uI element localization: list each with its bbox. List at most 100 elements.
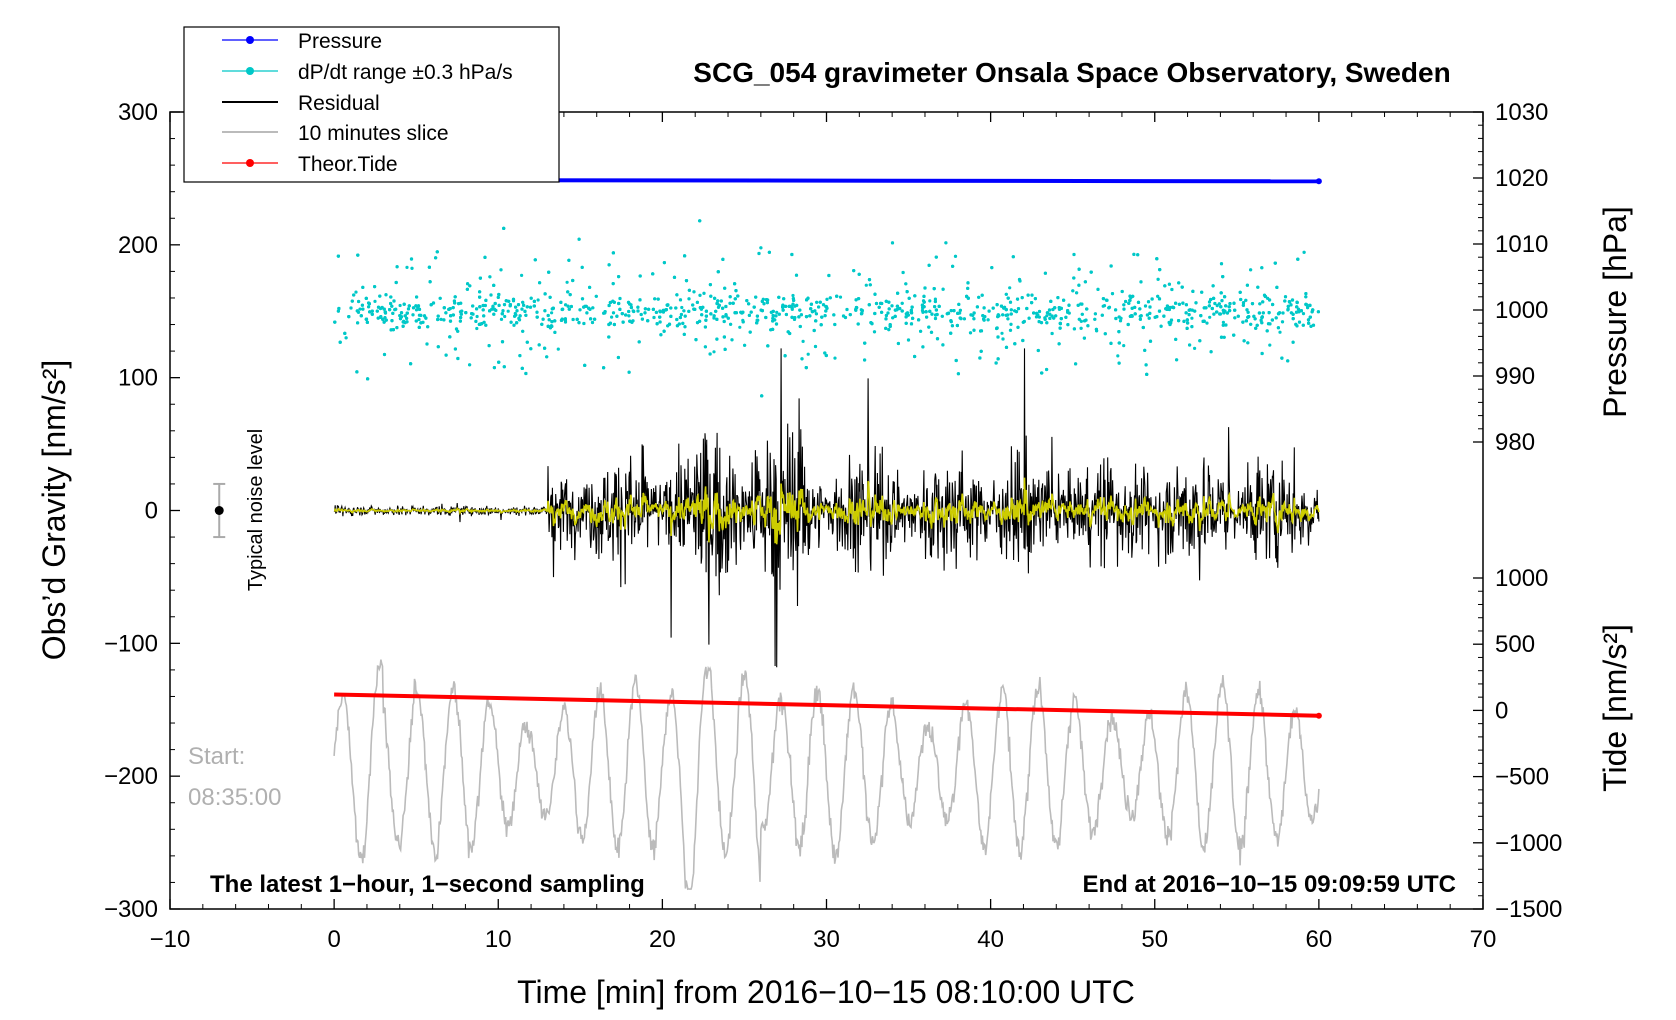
dpdt-point [687, 309, 691, 313]
dpdt-point [603, 311, 607, 315]
dpdt-point [516, 303, 521, 307]
dpdt-point [1316, 310, 1320, 314]
dpdt-point [1036, 348, 1040, 353]
dpdt-point [1138, 317, 1142, 321]
annotation-start-time: 08:35:00 [188, 784, 281, 811]
dpdt-point [996, 357, 1000, 361]
pressure-end-point [1315, 178, 1322, 185]
dpdt-point [932, 287, 936, 291]
dpdt-point [872, 330, 877, 334]
dpdt-point [1026, 293, 1030, 297]
dpdt-point [1027, 316, 1031, 320]
dpdt-point [453, 295, 457, 299]
dpdt-point [483, 255, 487, 259]
chart-title: SCG_054 gravimeter Onsala Space Observat… [693, 57, 1450, 88]
dpdt-point [1199, 314, 1203, 318]
dpdt-point [1177, 319, 1181, 323]
dpdt-point [693, 307, 697, 311]
legend-label-pressure: Pressure [298, 30, 382, 53]
dpdt-point [1242, 339, 1246, 343]
dpdt-point [618, 307, 622, 311]
dpdt-point [721, 315, 725, 319]
dpdt-point [672, 275, 677, 279]
tide-line [334, 692, 1319, 718]
dpdt-point [1130, 306, 1134, 310]
dpdt-point [1291, 317, 1295, 321]
dpdt-point [716, 270, 720, 274]
dpdt-point [896, 291, 900, 295]
dpdt-point [1268, 343, 1272, 347]
legend-swatch-dot [246, 67, 254, 75]
dpdt-point [1249, 322, 1253, 326]
dpdt-point [1280, 356, 1284, 360]
dpdt-point [972, 311, 976, 315]
dpdt-point [535, 310, 539, 314]
dpdt-point [1001, 337, 1005, 341]
dpdt-point [612, 300, 616, 304]
dpdt-point [520, 307, 524, 311]
dpdt-point [933, 316, 938, 321]
dpdt-point [444, 353, 448, 357]
dpdt-point [824, 304, 828, 309]
x-tick-label: 50 [1141, 926, 1168, 953]
dpdt-point [1077, 267, 1081, 271]
dpdt-point [812, 328, 816, 333]
dpdt-point [389, 301, 393, 306]
dpdt-point [683, 314, 687, 318]
dpdt-point [1168, 305, 1172, 310]
dpdt-point [448, 335, 452, 339]
dpdt-point [951, 264, 955, 268]
dpdt-point [949, 331, 953, 335]
dpdt-point [1283, 299, 1287, 303]
dpdt-point [1291, 312, 1295, 316]
dpdt-point [1244, 298, 1248, 302]
dpdt-point [835, 294, 839, 298]
dpdt-point [359, 314, 363, 318]
dpdt-point [1037, 320, 1041, 324]
dpdt-point [553, 319, 557, 323]
dpdt-point [628, 319, 632, 323]
dpdt-point [1308, 303, 1312, 307]
dpdt-point [457, 302, 461, 306]
dpdt-point [1224, 323, 1228, 327]
dpdt-point [610, 315, 614, 319]
dpdt-point [427, 265, 431, 269]
dpdt-point [794, 273, 799, 277]
dpdt-point [747, 313, 752, 317]
dpdt-point [704, 309, 709, 313]
dpdt-point [1079, 302, 1083, 306]
dpdt-point [731, 301, 735, 305]
dpdt-point [452, 299, 456, 303]
dpdt-point [395, 326, 399, 330]
dpdt-point [1072, 327, 1076, 331]
dpdt-point [458, 310, 463, 314]
dpdt-point [990, 266, 994, 270]
dpdt-point [728, 301, 732, 305]
dpdt-point [890, 241, 895, 245]
legend-entries [222, 36, 278, 167]
dpdt-point [825, 297, 829, 301]
dpdt-point [901, 270, 905, 275]
dpdt-point [478, 290, 482, 294]
dpdt-point [1304, 302, 1308, 306]
dpdt-point [791, 293, 795, 298]
dpdt-point [756, 318, 760, 322]
dpdt-point [804, 315, 809, 319]
dpdt-point [1220, 299, 1224, 303]
y-axis-label-pressure: Pressure [hPa] [1597, 206, 1633, 418]
dpdt-point [627, 370, 631, 374]
dpdt-point [577, 321, 581, 325]
dpdt-point [1191, 289, 1195, 293]
dpdt-point [575, 317, 579, 321]
dpdt-point [956, 311, 960, 315]
legend-box [183, 26, 560, 183]
dpdt-point [1050, 331, 1054, 336]
dpdt-point [817, 305, 821, 309]
dpdt-point [806, 352, 810, 356]
dpdt-point [953, 254, 958, 258]
dpdt-point [691, 303, 695, 307]
dpdt-point [518, 314, 522, 318]
dpdt-point [719, 299, 723, 303]
dpdt-point [488, 309, 492, 313]
dpdt-point [855, 306, 859, 310]
